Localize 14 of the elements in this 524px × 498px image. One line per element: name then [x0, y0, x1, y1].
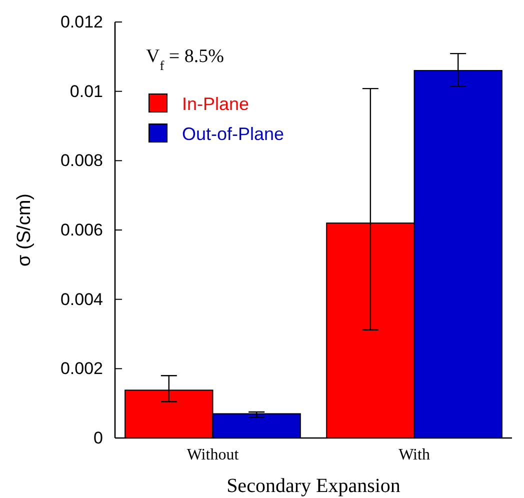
y-tick-label: 0.004 [60, 290, 103, 309]
y-tick-label: 0.012 [60, 12, 103, 32]
x-tick-label: Without [186, 446, 240, 464]
x-axis-title: Secondary Expansion [226, 475, 400, 497]
y-axis-title: σ (S/cm) [14, 194, 35, 266]
legend-label: Out-of-Plane [182, 124, 284, 144]
annotation: V$_{f}$ = 8.5% [146, 46, 224, 72]
y-tick-label: 0.008 [60, 151, 103, 170]
legend-label: In-Plane [182, 94, 250, 114]
y-tick-label: 0.002 [60, 359, 103, 378]
x-tick-label: With [398, 446, 430, 464]
y-tick-label: 0.01 [70, 82, 103, 101]
y-tick-label: 0.006 [60, 220, 103, 240]
y-tick-label: 0 [94, 428, 103, 448]
